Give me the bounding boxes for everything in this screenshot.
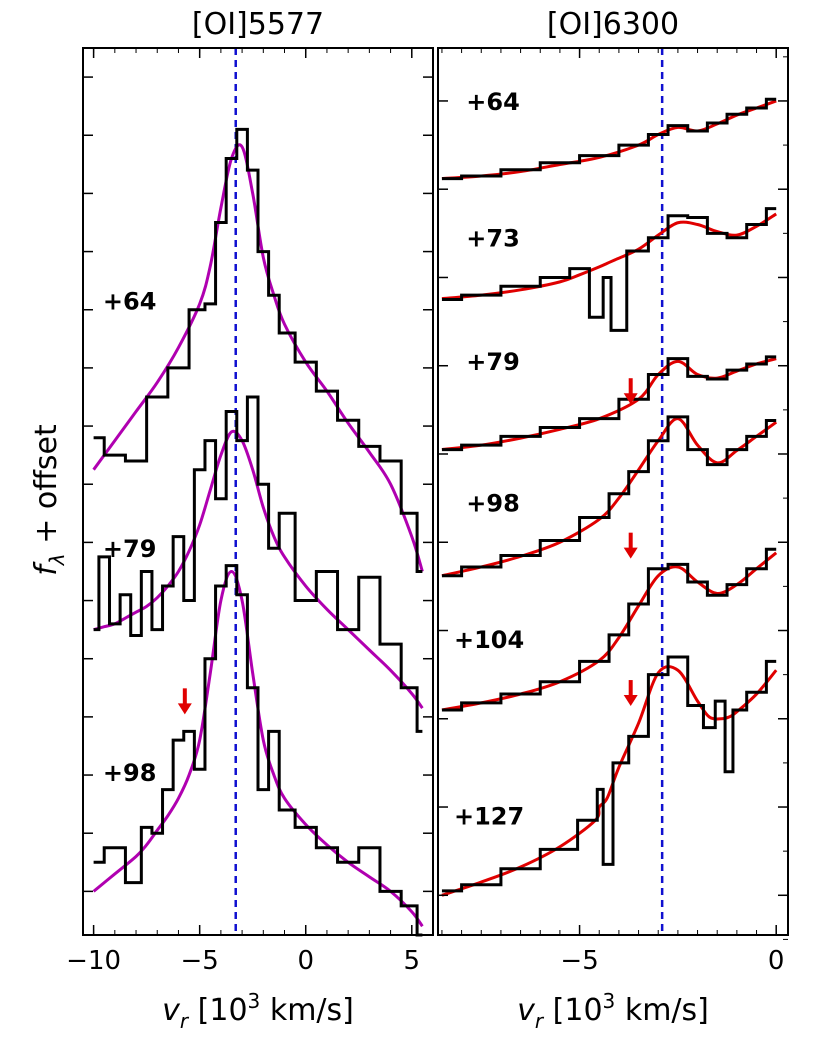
epoch-label: +127 <box>454 803 524 831</box>
spectrum-line <box>93 564 423 937</box>
spectrum-line <box>441 355 777 452</box>
red-arrow-icon <box>623 378 638 405</box>
epoch-label: +73 <box>466 225 520 253</box>
plot-frame <box>82 47 434 936</box>
x-tick-label: −10 <box>66 946 121 976</box>
spectrum-line <box>441 547 777 712</box>
spectrum-line <box>441 655 777 893</box>
panel-oi6300: [OI]6300 +64 +73 +79 +98 +104 +127 −5 0 vr [103 k… <box>437 7 789 1033</box>
red-arrow-icon <box>623 532 638 559</box>
x-tick-label: 0 <box>768 946 785 976</box>
y-axis-label: fλ + offset <box>29 424 69 576</box>
x-axis-label: vr [103 km/s] <box>162 989 354 1033</box>
red-arrow-icon <box>623 680 638 707</box>
panel-title: [OI]6300 <box>547 7 679 42</box>
epoch-label: +98 <box>103 759 157 787</box>
epoch-label: +79 <box>103 535 157 563</box>
x-tick-label: −5 <box>560 946 598 976</box>
spectrum-line <box>441 207 777 332</box>
epoch-label: +79 <box>466 348 520 376</box>
fit-curve <box>92 143 424 572</box>
epoch-label: +64 <box>103 288 157 316</box>
spectrum-line <box>93 127 423 573</box>
epoch-label: +98 <box>466 489 520 517</box>
panel-title: [OI]5577 <box>192 7 324 42</box>
spectrum-line <box>441 97 777 181</box>
x-tick-label: −5 <box>181 946 219 976</box>
panel-oi5577: [OI]5577 +64 +79 +98 −10 −5 0 5 vr [103 km/s] <box>66 7 434 1033</box>
x-tick-label: 0 <box>297 946 314 976</box>
x-axis-label: vr [103 km/s] <box>517 989 709 1033</box>
spectrum-line <box>93 395 423 733</box>
epoch-label: +64 <box>466 88 520 116</box>
plot-frame <box>437 47 789 936</box>
red-arrow-icon <box>177 688 192 715</box>
epoch-label: +104 <box>454 626 524 654</box>
x-tick-label: 5 <box>404 946 421 976</box>
spectrum-line <box>441 415 777 578</box>
